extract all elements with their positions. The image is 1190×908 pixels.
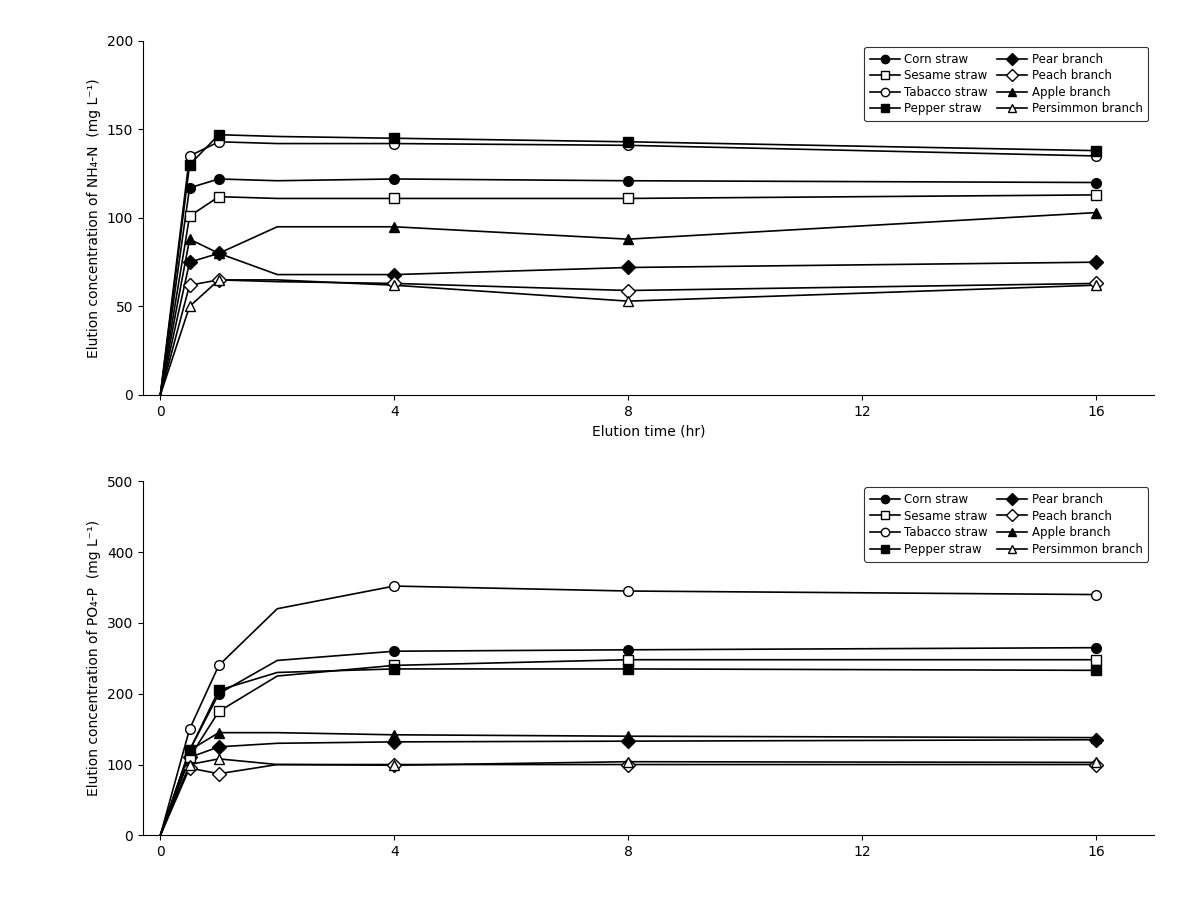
Y-axis label: Elution concentration of PO₄-P  (mg L⁻¹): Elution concentration of PO₄-P (mg L⁻¹) — [87, 520, 101, 796]
X-axis label: Elution time (hr): Elution time (hr) — [591, 424, 706, 439]
Legend: Corn straw, Sesame straw, Tabacco straw, Pepper straw, Pear branch, Peach branch: Corn straw, Sesame straw, Tabacco straw,… — [864, 47, 1148, 121]
Y-axis label: Elution concentration of NH₄-N  (mg L⁻¹): Elution concentration of NH₄-N (mg L⁻¹) — [87, 78, 101, 358]
Legend: Corn straw, Sesame straw, Tabacco straw, Pepper straw, Pear branch, Peach branch: Corn straw, Sesame straw, Tabacco straw,… — [864, 488, 1148, 561]
